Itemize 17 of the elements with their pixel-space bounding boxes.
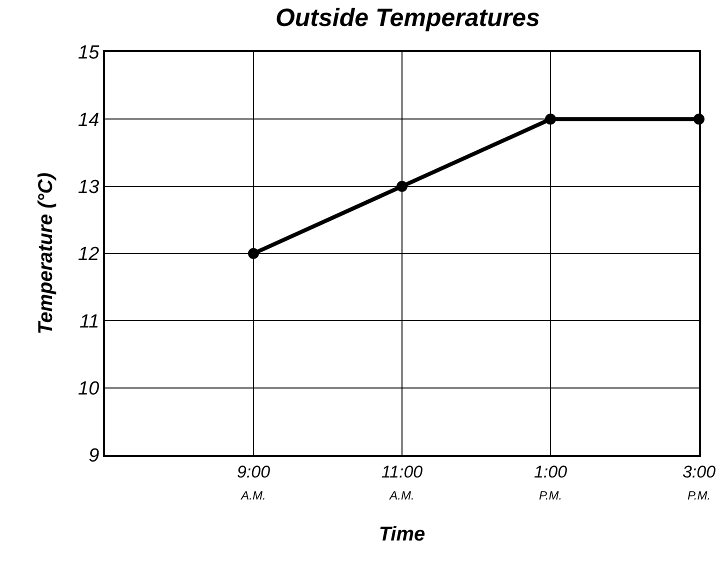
x-tick-label: 3:00 P.M. <box>682 462 716 502</box>
y-tick-label: 13 <box>78 176 100 198</box>
x-tick-label: 9:00 A.M. <box>236 462 271 502</box>
y-tick-label: 9 <box>88 446 100 467</box>
y-tick-label: 12 <box>78 244 100 266</box>
y-tick-label: 11 <box>79 311 100 332</box>
y-tick-label: 14 <box>78 110 100 131</box>
point <box>545 114 556 125</box>
y-axis-title: Temperature (°C) <box>35 172 58 334</box>
x-axis-title: Time <box>378 524 426 546</box>
x-tick-label: 11:00 A.M. <box>381 462 424 502</box>
point <box>248 248 259 259</box>
point <box>396 180 408 192</box>
y-tick-label: 10 <box>78 378 100 400</box>
chart-title: Outside Temperatures <box>275 4 540 32</box>
x-tick-label: 1:00 P.M. <box>534 462 568 502</box>
y-tick-label: 15 <box>78 42 100 64</box>
